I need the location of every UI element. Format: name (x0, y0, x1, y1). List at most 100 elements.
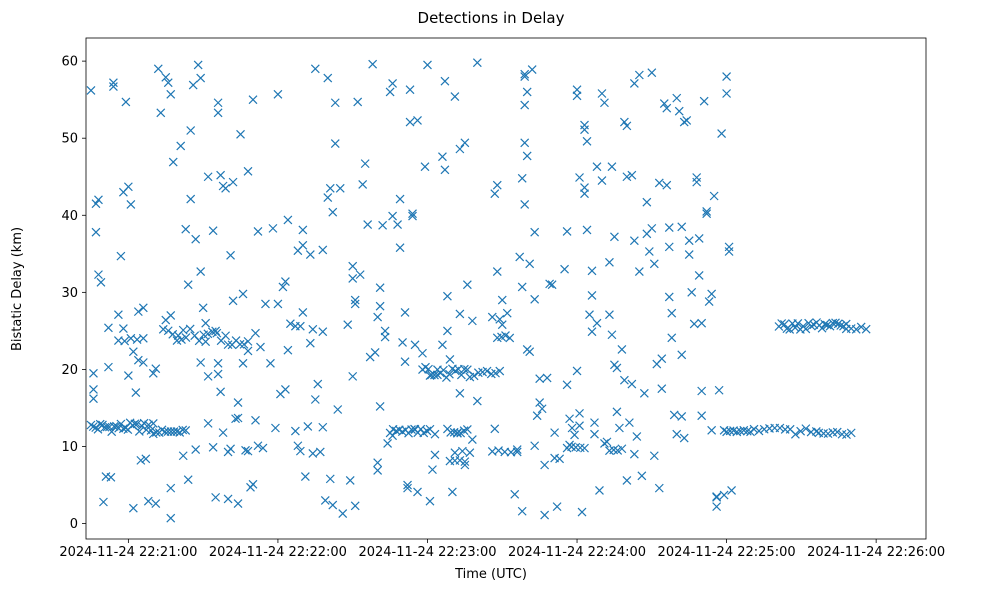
data-point (128, 347, 138, 357)
data-point (223, 494, 233, 504)
data-point (775, 423, 785, 433)
data-point (595, 486, 604, 495)
data-point (667, 308, 677, 318)
data-point (280, 385, 290, 394)
data-point (565, 414, 574, 424)
x-tick-label: 2024-11-24 22:23:00 (358, 545, 496, 560)
data-point (310, 64, 320, 74)
data-point (649, 259, 659, 269)
data-point (99, 497, 108, 507)
data-point (123, 182, 133, 192)
data-point (261, 299, 270, 309)
data-point (233, 398, 243, 407)
data-point (607, 162, 617, 172)
data-point (91, 199, 101, 209)
data-point (191, 234, 201, 244)
data-point (550, 428, 560, 438)
data-point (674, 106, 684, 116)
data-point (647, 223, 657, 233)
data-point (181, 425, 191, 435)
data-point (118, 324, 128, 334)
data-point (108, 78, 118, 88)
data-point (196, 358, 206, 367)
data-point (634, 267, 644, 276)
data-point (600, 98, 609, 108)
data-point (375, 402, 385, 411)
data-point (735, 426, 745, 436)
data-point (168, 157, 178, 167)
data-point (243, 336, 253, 346)
data-point (211, 492, 221, 502)
data-point (241, 445, 250, 455)
data-point (657, 354, 667, 364)
data-point (211, 326, 221, 336)
data-point (300, 472, 310, 481)
data-point (298, 225, 308, 235)
data-point (535, 398, 545, 407)
data-point (176, 141, 186, 151)
data-point (492, 180, 502, 190)
data-point (505, 333, 515, 343)
data-point (617, 344, 627, 354)
data-point (832, 427, 842, 437)
data-point (178, 325, 188, 335)
data-point (166, 513, 176, 523)
data-point (213, 108, 223, 118)
data-point (375, 301, 385, 311)
data-point (168, 329, 178, 339)
data-point (153, 64, 163, 74)
data-point (208, 226, 218, 236)
data-point (714, 385, 724, 395)
data-point (380, 332, 390, 342)
data-point (699, 96, 709, 106)
data-point (490, 189, 500, 199)
data-point (400, 307, 410, 317)
data-point (547, 280, 557, 290)
data-point (198, 303, 208, 313)
data-point (742, 426, 752, 436)
data-point (467, 435, 477, 444)
data-point (861, 324, 871, 334)
data-point (517, 282, 527, 292)
data-point (348, 261, 358, 271)
data-point (590, 418, 599, 428)
data-point (218, 428, 228, 438)
data-point (186, 126, 196, 135)
data-point (555, 454, 565, 464)
data-point (851, 324, 861, 334)
data-point (86, 85, 96, 95)
data-point (790, 429, 800, 439)
data-point (323, 73, 333, 83)
data-point (130, 419, 140, 429)
data-point (407, 425, 416, 434)
data-point (256, 342, 265, 352)
data-point (522, 87, 532, 97)
data-point (694, 233, 704, 243)
data-point (330, 139, 340, 149)
data-point (605, 310, 614, 320)
data-point (817, 323, 827, 333)
data-point (138, 333, 148, 343)
data-point (597, 89, 607, 98)
data-point (181, 224, 191, 234)
data-point (388, 79, 398, 88)
data-point (330, 98, 340, 108)
data-point (236, 129, 245, 139)
data-point (719, 490, 729, 500)
data-point (520, 72, 530, 81)
data-point (597, 176, 607, 186)
data-point (315, 447, 325, 457)
data-point (308, 449, 318, 458)
x-tick-label: 2024-11-24 22:24:00 (508, 545, 646, 560)
data-point (183, 280, 193, 290)
data-point (136, 455, 146, 465)
data-point (138, 303, 148, 313)
data-point (333, 405, 343, 414)
data-point (677, 222, 687, 232)
data-point (138, 358, 148, 367)
data-point (836, 321, 846, 330)
data-point (455, 455, 465, 465)
data-point (318, 245, 328, 255)
data-point (295, 446, 305, 456)
data-point (455, 388, 465, 398)
